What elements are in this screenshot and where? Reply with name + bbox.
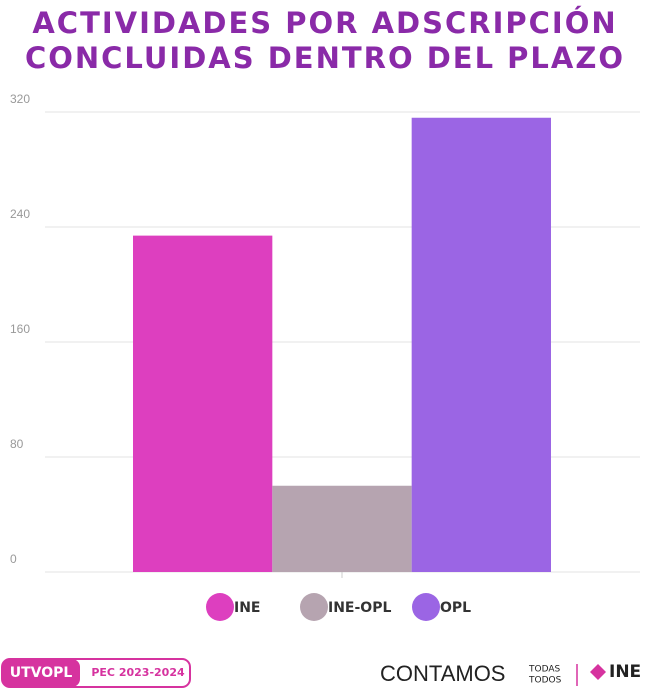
footer-badge: UTVOPL PEC 2023-2024 <box>1 658 191 688</box>
y-tick-label: 320 <box>10 92 30 106</box>
brand-small: TODOS <box>528 676 562 686</box>
brand: CONTAMOS <box>380 661 505 686</box>
legend-swatch <box>300 593 328 621</box>
y-tick-label: 0 <box>10 552 17 566</box>
logo-mark <box>590 664 606 680</box>
legend-label: OPL <box>440 600 471 616</box>
chart-title: CONCLUIDAS DENTRO DEL PLAZO <box>25 41 625 75</box>
badge-text: UTVOPL <box>10 665 73 681</box>
legend-swatch <box>206 593 234 621</box>
brand-small: TODAS <box>528 665 561 675</box>
bar <box>133 235 273 572</box>
legend-swatch <box>412 593 440 621</box>
bar <box>272 485 412 572</box>
badge-label: PEC 2023-2024 <box>91 666 185 679</box>
legend-label: INE-OPL <box>328 600 391 616</box>
logo: INE <box>609 662 641 682</box>
bar <box>411 117 551 572</box>
y-tick-label: 240 <box>10 207 30 221</box>
chart-title: ACTIVIDADES POR ADSCRIPCIÓN <box>32 6 617 40</box>
y-tick-label: 160 <box>10 322 30 336</box>
badge-fill <box>2 659 80 687</box>
y-tick-label: 80 <box>10 437 24 451</box>
legend-label: INE <box>234 600 261 616</box>
